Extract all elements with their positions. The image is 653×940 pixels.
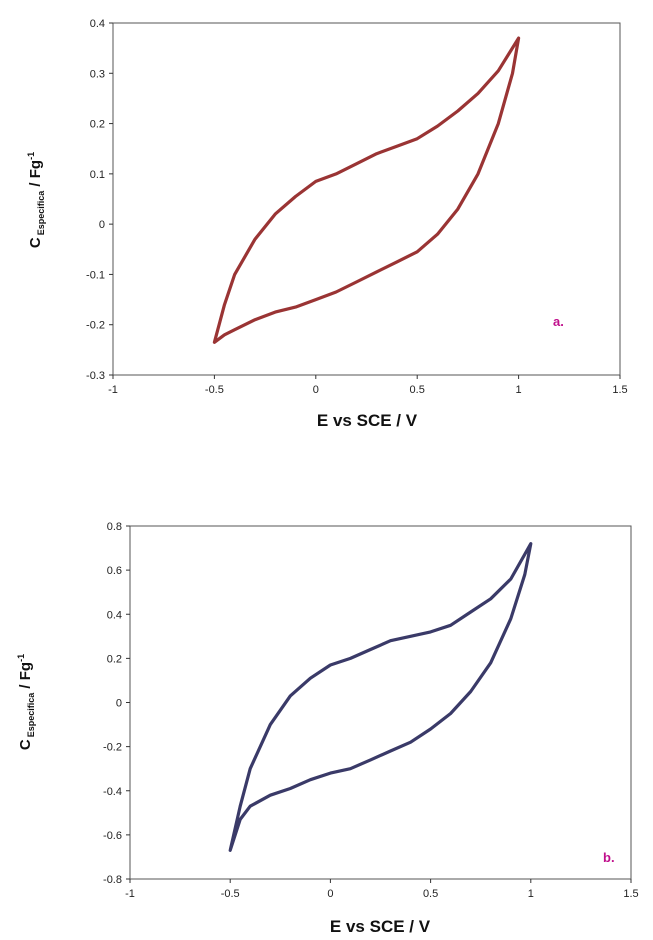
y-tick-label: -0.2: [103, 742, 122, 754]
x-axis-title: E vs SCE / V: [317, 411, 418, 430]
y-title-main: C: [27, 237, 44, 248]
x-tick-label: 1.5: [612, 384, 627, 396]
y-title-units: / Fg: [27, 160, 44, 191]
x-tick-label: 1.5: [623, 888, 638, 900]
y-tick-label: 0.2: [90, 119, 105, 131]
chart-panel-b: 0.80.60.40.20-0.2-0.4-0.6-0.8-1 -0.5 0 0.5 1…: [16, 521, 639, 936]
y-tick-label: -0.6: [103, 830, 122, 842]
y-axis-title: CEspecifica / Fg-1: [26, 152, 46, 248]
y-tick-label: -0.4: [103, 786, 122, 798]
y-title-subscript: Especifica: [36, 190, 46, 236]
panel-label: a.: [553, 314, 564, 329]
y-title-main: C: [17, 739, 34, 750]
x-tick-label: -0.5: [205, 384, 224, 396]
x-tick-label: 0.5: [410, 384, 425, 396]
y-title-superscript: -1: [16, 654, 26, 662]
y-title-units: / Fg: [17, 662, 34, 693]
y-tick-label: -0.2: [86, 320, 105, 332]
plot-frame: [129, 525, 632, 880]
panel-label: b.: [603, 850, 615, 865]
x-tick-label: -1: [108, 384, 118, 396]
y-title-superscript: -1: [26, 152, 36, 160]
y-tick-label: 0.1: [90, 169, 105, 181]
y-tick-label: 0.8: [107, 521, 122, 533]
x-tick-label: 1: [516, 384, 522, 396]
y-tick-label: 0.3: [90, 68, 105, 80]
cv-loop-series: [212, 36, 521, 344]
y-tick-label: 0.4: [107, 609, 122, 621]
chart-panel-a: 0.40.30.20.10-0.1-0.2-0.3-1 -0.5 0 0.5 1 1.5E…: [26, 18, 628, 430]
y-tick-label: -0.8: [103, 874, 122, 886]
y-tick-label: -0.3: [86, 370, 105, 382]
y-tick-label: 0: [116, 698, 122, 710]
y-axis-title: CEspecifica / Fg-1: [16, 654, 36, 750]
x-tick-label: 1: [528, 888, 534, 900]
y-tick-label: -0.1: [86, 269, 105, 281]
plot-frame: [112, 22, 621, 376]
cv-loop-series: [228, 542, 533, 852]
y-tick-label: 0.6: [107, 565, 122, 577]
x-tick-label: 0: [313, 384, 319, 396]
x-tick-label: -1: [125, 888, 135, 900]
x-axis-title: E vs SCE / V: [330, 917, 431, 936]
x-tick-label: 0.5: [423, 888, 438, 900]
y-tick-label: 0: [99, 219, 105, 231]
x-tick-label: 0: [327, 888, 333, 900]
y-tick-label: 0.2: [107, 653, 122, 665]
y-tick-label: 0.4: [90, 18, 105, 30]
x-tick-label: -0.5: [221, 888, 240, 900]
y-title-subscript: Especifica: [26, 692, 36, 738]
